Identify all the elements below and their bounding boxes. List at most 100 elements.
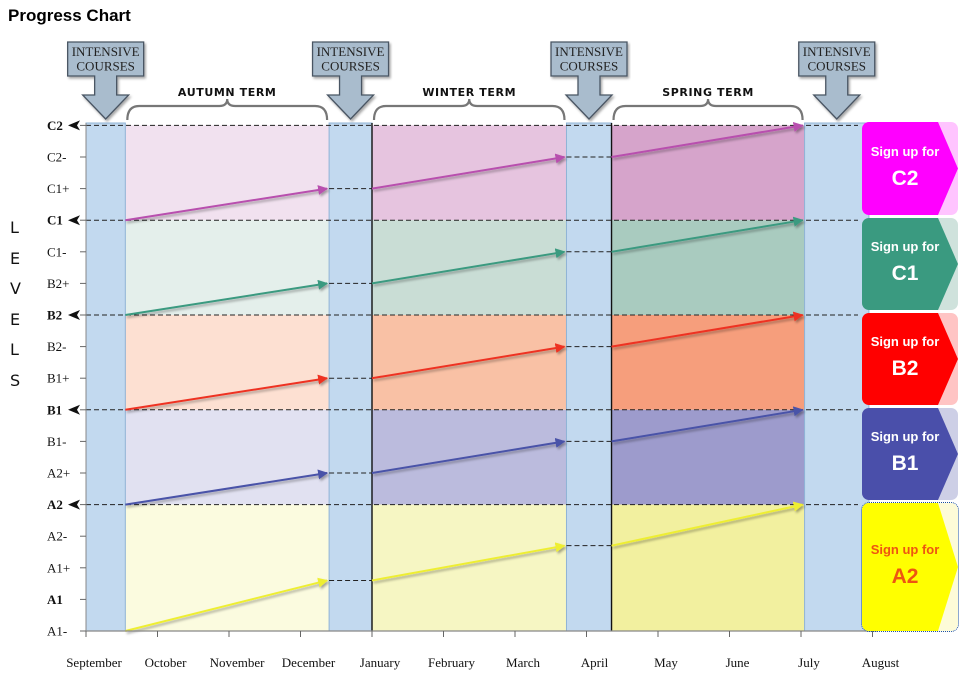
x-tick-label: June — [726, 655, 750, 670]
y-tick-label: A2+ — [47, 466, 70, 481]
band-c1-term-1 — [125, 220, 330, 315]
intensive-label: INTENSIVE — [555, 44, 623, 59]
level-pointer-icon — [68, 310, 80, 320]
progress-arrow-a2-1 — [125, 577, 329, 632]
intensive-column-4 — [804, 122, 870, 632]
progress-arrow-a2-2 — [371, 542, 566, 582]
x-tick-label: August — [862, 655, 900, 670]
intensive-label: COURSES — [321, 59, 380, 74]
progress-arrow-b1-3 — [611, 406, 804, 443]
y-tick-label: A1 — [47, 592, 63, 607]
signup-button-b2[interactable]: Sign up for B2 — [862, 313, 958, 405]
progress-arrow-b1-1 — [125, 469, 329, 506]
y-tick-label: A2 — [47, 497, 63, 512]
page-title: Progress Chart — [8, 6, 131, 25]
progress-arrow-c1-2 — [371, 248, 566, 285]
band-c1-term-3 — [611, 220, 805, 315]
down-arrow-icon — [550, 41, 628, 120]
chevron-shape-icon — [862, 122, 958, 215]
y-tick-label: B1+ — [47, 371, 70, 386]
progress-arrow-b2-1 — [125, 374, 329, 411]
levels-letter: V — [10, 279, 21, 298]
progress-arrow-c2-1 — [125, 185, 329, 222]
band-a2-term-3 — [611, 504, 805, 631]
y-tick-label: C1+ — [47, 181, 70, 196]
chevron-shape-icon — [862, 408, 958, 500]
levels-letter: E — [10, 248, 21, 268]
x-tick-label: March — [506, 655, 540, 670]
term-brace-icon — [612, 98, 804, 121]
levels-letter: L — [10, 340, 19, 359]
signup-label: Sign up for — [870, 143, 940, 159]
band-c2-term-3 — [611, 125, 805, 221]
signup-label: Sign up for — [870, 542, 940, 557]
y-tick-label: B2 — [47, 308, 62, 323]
levels-letter: E — [10, 309, 21, 329]
progress-arrow-a2-3 — [611, 501, 804, 547]
x-tick-label: February — [428, 655, 475, 670]
y-tick-label: A2- — [47, 529, 67, 544]
signup-level: B1 — [891, 452, 919, 475]
level-pointer-icon — [68, 120, 80, 131]
y-tick-label: C2- — [47, 150, 67, 165]
signup-level: C2 — [891, 166, 919, 190]
intensive-label: COURSES — [560, 59, 619, 74]
progress-arrow-c1-3 — [611, 216, 804, 253]
level-pointer-icon — [68, 404, 80, 415]
y-tick-label: A1- — [47, 624, 67, 639]
x-tick-label: November — [210, 655, 266, 670]
progress-arrow-b1-2 — [371, 437, 566, 474]
signup-button-b1[interactable]: Sign up for B1 — [862, 408, 958, 500]
signup-button-c2[interactable]: Sign up for C2 — [862, 122, 958, 215]
chevron-shape-icon — [862, 503, 958, 631]
x-tick-label: January — [360, 655, 401, 670]
signup-level: C1 — [891, 262, 919, 285]
down-arrow-icon — [311, 41, 390, 120]
x-tick-label: September — [66, 655, 122, 670]
progress-arrow-b2-2 — [371, 343, 566, 380]
intensive-label: INTENSIVE — [72, 44, 140, 59]
band-a2-term-1 — [125, 504, 330, 631]
y-tick-label: B1 — [47, 402, 62, 417]
signup-button-a2[interactable]: Sign up for A2 — [861, 502, 959, 632]
level-pointer-icon — [68, 499, 80, 510]
x-tick-label: December — [282, 655, 336, 670]
y-tick-label: A1+ — [47, 560, 70, 575]
progress-arrow-c1-1 — [125, 279, 329, 316]
term-label: AUTUMN TERM — [178, 86, 277, 99]
signup-level: B2 — [891, 357, 919, 380]
band-c2-term-1 — [125, 125, 330, 221]
signup-label: Sign up for — [870, 239, 940, 254]
levels-letter: S — [10, 370, 21, 390]
intensive-column-2 — [328, 122, 373, 632]
progress-arrow-b2-3 — [611, 311, 804, 348]
y-tick-label: C2 — [47, 118, 63, 133]
band-b1-term-1 — [125, 409, 330, 505]
band-b2-term-3 — [611, 315, 805, 410]
x-tick-label: April — [581, 655, 609, 670]
y-tick-label: C1 — [47, 213, 63, 228]
signup-label: Sign up for — [870, 334, 940, 349]
band-b1-term-3 — [611, 409, 805, 505]
term-brace-icon — [372, 98, 566, 121]
signup-button-c1[interactable]: Sign up for C1 — [862, 218, 958, 310]
intensive-label: INTENSIVE — [803, 44, 871, 59]
y-tick-label: B1- — [47, 434, 67, 449]
y-tick-label: B2- — [47, 339, 67, 354]
progress-arrow-c2-2 — [371, 153, 566, 190]
down-arrow-icon — [798, 41, 876, 120]
band-b2-term-1 — [125, 315, 330, 410]
band-a2-term-2 — [372, 504, 567, 631]
term-label: SPRING TERM — [662, 86, 754, 99]
progress-arrow-c2-3 — [611, 121, 804, 158]
x-tick-label: July — [798, 655, 820, 670]
intensive-label: COURSES — [76, 59, 135, 74]
levels-letter: L — [10, 218, 19, 237]
down-arrow-icon — [67, 41, 145, 120]
y-tick-label: B2+ — [47, 276, 70, 291]
chevron-shape-icon — [862, 313, 958, 405]
x-tick-label: May — [654, 655, 678, 670]
